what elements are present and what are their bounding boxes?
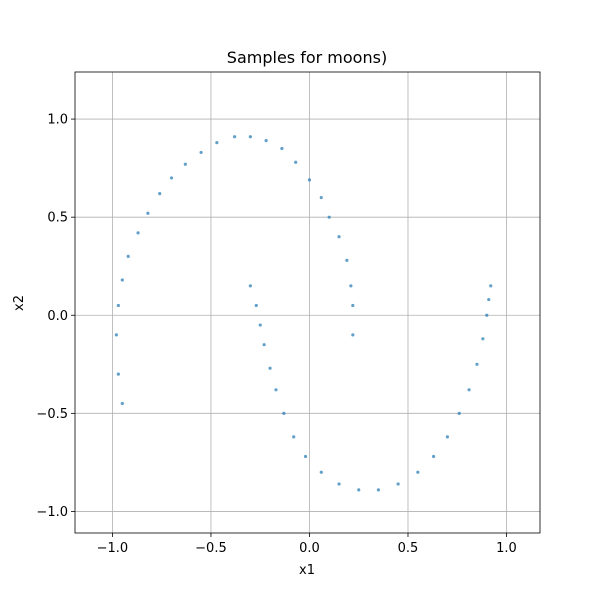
x-axis-ticks: −1.0 −0.5 0.0 0.5 1.0 xyxy=(97,533,517,556)
scatter-point xyxy=(264,139,268,143)
gridlines xyxy=(75,72,540,533)
scatter-point xyxy=(319,470,323,474)
scatter-point xyxy=(254,303,258,308)
x-tick-label: 0.0 xyxy=(299,541,320,556)
scatter-point xyxy=(351,303,355,308)
scatter-point xyxy=(215,141,219,145)
scatter-point xyxy=(337,482,341,486)
scatter-point xyxy=(307,178,312,182)
scatter-point xyxy=(416,470,420,474)
scatter-point xyxy=(357,488,361,492)
scatter-point xyxy=(337,235,341,239)
scatter-point xyxy=(467,388,471,392)
scatter-point xyxy=(158,192,162,196)
y-tick-label: 1.0 xyxy=(47,113,68,128)
x-axis-label: x1 xyxy=(299,563,315,578)
scatter-point xyxy=(280,146,284,151)
scatter-point xyxy=(294,160,298,164)
scatter-point xyxy=(169,176,174,180)
scatter-points xyxy=(114,135,493,492)
scatter-point xyxy=(282,411,286,415)
y-axis-ticks: −1.0 −0.5 0.0 0.5 1.0 xyxy=(36,113,75,520)
scatter-point xyxy=(349,284,353,288)
scatter-point xyxy=(457,411,461,415)
scatter-point xyxy=(114,333,118,337)
scatter-point xyxy=(445,435,449,439)
scatter-point xyxy=(376,488,381,492)
scatter-point xyxy=(146,211,150,215)
scatter-point xyxy=(262,343,266,347)
x-tick-label: 1.0 xyxy=(496,541,517,556)
x-tick-label: −1.0 xyxy=(97,541,129,556)
scatter-point xyxy=(199,150,203,155)
scatter-point xyxy=(248,284,252,288)
scatter-point xyxy=(120,401,124,406)
scatter-point xyxy=(248,135,252,139)
y-tick-label: −1.0 xyxy=(36,505,68,520)
scatter-point xyxy=(303,454,308,459)
chart-title: Samples for moons) xyxy=(227,48,387,67)
scatter-point xyxy=(327,215,331,219)
scatter-point xyxy=(485,313,489,317)
scatter-point xyxy=(351,333,355,337)
scatter-point xyxy=(274,388,278,392)
scatter-point xyxy=(126,254,130,258)
scatter-point xyxy=(489,284,493,288)
y-axis-label: x2 xyxy=(12,295,27,311)
x-tick-label: −0.5 xyxy=(195,541,227,556)
scatter-point xyxy=(136,231,140,235)
scatter-point xyxy=(233,135,237,139)
scatter-point xyxy=(258,323,262,327)
scatter-point xyxy=(481,337,485,341)
scatter-point xyxy=(319,195,323,200)
scatter-point xyxy=(432,454,436,459)
scatter-point xyxy=(396,482,400,486)
x-tick-label: 0.5 xyxy=(398,541,419,556)
scatter-point xyxy=(120,278,124,282)
y-tick-label: −0.5 xyxy=(36,407,68,422)
y-tick-label: 0.5 xyxy=(47,211,68,226)
scatter-point xyxy=(487,297,491,302)
scatter-point xyxy=(475,362,479,366)
scatter-point xyxy=(116,372,120,376)
scatter-point xyxy=(116,303,120,308)
scatter-point xyxy=(292,435,296,439)
plot-area-frame xyxy=(74,71,541,534)
scatter-point xyxy=(345,258,349,262)
scatter-point xyxy=(268,366,272,370)
scatter-point xyxy=(183,162,187,166)
y-tick-label: 0.0 xyxy=(47,309,68,324)
